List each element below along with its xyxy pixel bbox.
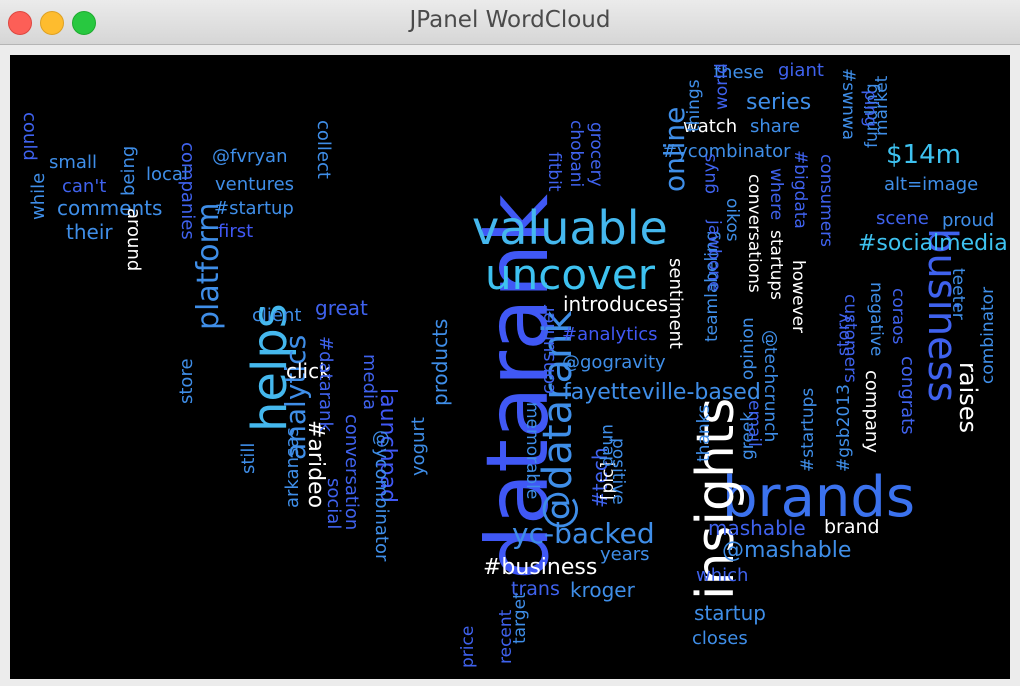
cloud-word: small [49, 152, 97, 173]
cloud-word: #swnwa [838, 68, 858, 141]
cloud-word: introduces [563, 292, 669, 316]
cloud-word: media [359, 354, 380, 411]
cloud-word: #startups [798, 387, 818, 472]
cloud-word: series [746, 90, 812, 115]
cloud-word: #bigdata [790, 150, 810, 229]
cloud-word: arkansas [282, 427, 303, 508]
cloud-word: consumer [538, 304, 559, 394]
cloud-word: alt=image [884, 174, 979, 195]
title-bar: JPanel WordCloud [0, 0, 1020, 45]
cloud-word: customers [840, 294, 860, 383]
cloud-word: ventures [215, 174, 295, 195]
cloud-word: #datarank [315, 336, 336, 432]
cloud-word: #ycombinator [662, 141, 791, 162]
cloud-word: while [28, 172, 49, 220]
cloud-word: conversation [341, 414, 362, 531]
cloud-word: #startup [214, 198, 294, 219]
cloud-word: @gogravity [562, 352, 666, 373]
cloud-word: yogurt [408, 417, 429, 476]
cloud-word: giant [778, 60, 824, 81]
cloud-word: years [600, 544, 650, 565]
cloud-word: brand [824, 516, 880, 538]
minimize-button[interactable] [40, 11, 64, 35]
cloud-word: teeter [948, 268, 968, 320]
cloud-word: first [218, 221, 254, 242]
cloud-word: around [123, 208, 144, 272]
cloud-word: store [176, 358, 197, 404]
cloud-word: comments [57, 196, 163, 220]
cloud-word: $14m [886, 140, 961, 170]
cloud-word: valuable [472, 201, 668, 255]
cloud-word: combinator [978, 286, 998, 384]
cloud-word: #analytics [562, 324, 658, 345]
cloud-word: thanks [694, 404, 714, 462]
cloud-word: startup [694, 601, 766, 625]
cloud-word: conversations [744, 174, 764, 293]
cloud-word: products [428, 318, 452, 406]
cloud-word: @ycombinator [371, 430, 392, 562]
cloud-word: grocery [586, 122, 606, 187]
cloud-word: @techcrunch [760, 330, 780, 443]
cloud-word: can't [62, 176, 107, 197]
cloud-word: sentiment [665, 258, 686, 349]
cloud-word: @mashable [722, 538, 852, 563]
cloud-word: watch [683, 116, 738, 137]
cloud-word: price [458, 625, 478, 668]
cloud-word: social [323, 478, 344, 530]
cloud-word: closes [692, 628, 748, 649]
cloud-word: #business [483, 555, 598, 580]
cloud-word: ping [860, 90, 880, 128]
cloud-word: memorable [522, 402, 542, 500]
word-cloud-canvas: datarank brands insights valuable uncover @da… [10, 55, 1010, 679]
cloud-word: trans [511, 578, 560, 600]
window-title: JPanel WordCloud [409, 7, 611, 33]
cloud-word: however [788, 260, 808, 334]
cloud-word: yc-backed [512, 517, 655, 550]
cloud-word: company [861, 370, 882, 453]
cloud-word: jawbone [704, 220, 724, 292]
cloud-word: congrats [897, 356, 918, 435]
cloud-word: which [696, 565, 749, 586]
close-button[interactable] [8, 11, 32, 35]
cloud-word: collect [313, 120, 334, 179]
cloud-word: client [252, 305, 302, 326]
cloud-word: great [315, 296, 368, 320]
cloud-word: consumers [816, 154, 836, 248]
cloud-word: things [684, 79, 704, 132]
cloud-word: startups [766, 230, 786, 301]
cloud-word: brands [722, 465, 916, 530]
cloud-word: positive [608, 438, 628, 505]
cloud-word: mashable [708, 516, 806, 540]
cloud-word: #gsb2013 [834, 384, 854, 472]
cloud-word: kroger [570, 578, 635, 602]
cloud-word: scene [876, 208, 929, 229]
maximize-button[interactable] [72, 11, 96, 35]
cloud-word: uncover [485, 250, 655, 299]
cloud-word: coraos [888, 288, 908, 345]
cloud-word: target [510, 592, 530, 644]
cloud-word: raises [954, 362, 982, 434]
cloud-word: companies [177, 142, 198, 240]
cloud-word: negative [866, 282, 886, 357]
cloud-word: click [286, 359, 331, 383]
cloud-word: proud [942, 210, 995, 231]
cloud-word: could [19, 112, 40, 161]
cloud-word: opinion [738, 317, 758, 380]
cloud-word: fitbit [544, 152, 564, 192]
cloud-word: these [714, 62, 764, 83]
cloud-word: chobani [566, 120, 586, 188]
cloud-word: fayetteville-based [563, 380, 761, 405]
cloud-word: @fvryan [212, 146, 288, 167]
cloud-word: their [66, 220, 113, 244]
cloud-word: still [238, 442, 259, 474]
cloud-word: share [750, 116, 800, 137]
cloud-word: where [766, 168, 786, 221]
cloud-word: local [146, 164, 188, 185]
cloud-word: guys [700, 153, 720, 194]
cloud-word: world [712, 63, 732, 110]
cloud-word: #socialmedia [858, 231, 1008, 256]
cloud-word: being [118, 145, 139, 196]
cloud-word: oikos [722, 198, 742, 242]
